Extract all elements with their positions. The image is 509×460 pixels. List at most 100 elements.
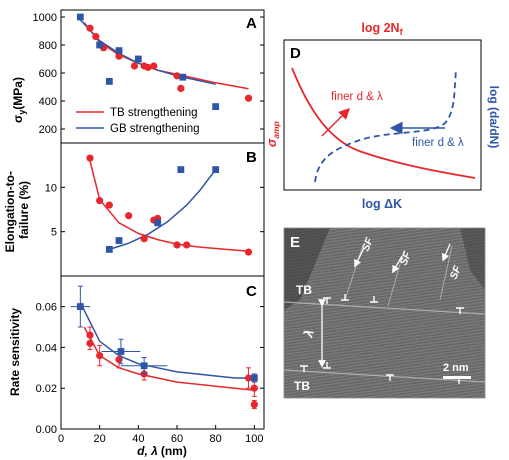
panel-c-xlabel-symbol: d, λ xyxy=(137,444,158,458)
panel-c-points xyxy=(70,285,258,410)
x-tick-label: 80 xyxy=(210,433,222,445)
panel-d-tb-annotation: finer d & λ xyxy=(331,91,383,103)
panel-b-fit-curves xyxy=(89,160,249,252)
twin-boundary-bottom xyxy=(284,369,485,383)
panel-c-ylabel: Rate sensitivity xyxy=(8,308,22,396)
fit-curve xyxy=(83,326,255,391)
panel-c-frame xyxy=(60,275,265,430)
y-tick-label: 600 xyxy=(39,68,57,80)
data-point-circle xyxy=(130,62,139,70)
panel-b-ylabel: Elongation-to- failure (%) xyxy=(3,168,31,253)
panel-d-top-label: log 2Nf xyxy=(361,21,403,37)
data-point-square xyxy=(140,362,148,370)
panel-e-letter: E xyxy=(290,234,300,251)
lambda-label: λ xyxy=(300,328,317,340)
data-point-circle xyxy=(144,63,152,71)
tb-label-bottom: TB xyxy=(294,379,310,393)
legend: TB strengthening GB strengthening xyxy=(76,107,200,135)
panel-d-top-label-main: log 2N xyxy=(361,21,399,35)
data-point-square xyxy=(76,13,84,21)
panel-d-tb-arrow xyxy=(321,108,350,137)
data-point-square xyxy=(177,166,185,173)
scale-bar-label: 2 nm xyxy=(443,362,469,374)
data-point-circle xyxy=(250,384,258,392)
panel-d-frame xyxy=(283,39,482,191)
micrograph-frame xyxy=(283,227,486,399)
legend-gb-label: GB strengthening xyxy=(110,123,200,135)
scale-bar xyxy=(443,376,471,379)
panel-a-y-ticks: 1000 800 600 400 200 xyxy=(33,12,264,136)
y-tick-label: 200 xyxy=(39,124,57,136)
data-point-square xyxy=(105,246,113,253)
panel-a-ylabel: σy(MPa) xyxy=(11,77,27,123)
y-tick-label: 1000 xyxy=(33,12,57,24)
panel-c-fit-curves xyxy=(79,302,255,391)
data-point-circle xyxy=(244,94,253,102)
panel-a-ylabel-sub: y xyxy=(17,110,27,115)
x-tick-label: 0 xyxy=(58,433,64,445)
panel-c-xlabel-unit: (nm) xyxy=(161,444,187,458)
sf-label-3: SF xyxy=(448,264,464,281)
x-tick-label: 100 xyxy=(245,433,263,445)
legend-tb-label: TB strengthening xyxy=(110,107,198,119)
data-point-square xyxy=(212,103,220,110)
panel-c-xlabel: d, λ (nm) xyxy=(137,444,187,458)
panel-a: A 1000 800 600 400 200 σy(MPa) TB strengthen… xyxy=(11,9,265,144)
panel-d-gb-curve xyxy=(314,69,457,183)
data-point-circle xyxy=(140,235,148,243)
stacking-fault-2 xyxy=(387,249,405,307)
y-tick-label: 0.02 xyxy=(36,383,57,395)
data-point-square xyxy=(105,78,113,85)
data-point-circle xyxy=(150,62,158,70)
x-tick-label: 40 xyxy=(132,433,144,445)
panel-b-y-ticks: 10 5 xyxy=(45,182,264,239)
panel-c-letter: C xyxy=(246,283,257,300)
y-tick-label: 0.04 xyxy=(36,342,57,354)
fit-curve xyxy=(79,302,255,379)
data-point-circle xyxy=(183,241,191,249)
micrograph-image xyxy=(284,228,485,398)
data-point-square xyxy=(179,73,187,81)
x-tick-label: 20 xyxy=(94,433,106,445)
twin-boundary-top xyxy=(284,301,485,315)
panel-a-ylabel-unit: (MPa) xyxy=(11,77,25,110)
panel-d-ylabel-left-sub: amp xyxy=(271,121,281,138)
fit-curve xyxy=(89,160,249,252)
panel-d: log 2Nf D finer d & λ finer d & λ σamp l… xyxy=(265,21,501,211)
data-point-square xyxy=(115,237,123,244)
data-point-circle xyxy=(115,52,123,60)
panel-a-ylabel-symbol: σ xyxy=(11,115,25,123)
data-point-square xyxy=(154,219,162,227)
panel-d-ylabel-right: log (da/dN) xyxy=(487,86,501,149)
panel-d-xlabel: log ΔK xyxy=(362,197,402,211)
data-point-circle xyxy=(177,84,185,92)
data-point-circle xyxy=(105,201,113,209)
panel-c: C 0.06 0.04 0.02 0.00 0 20 40 60 80 100 Rate sen… xyxy=(8,275,265,458)
data-point-circle xyxy=(115,356,123,364)
data-point-circle xyxy=(244,374,253,382)
panel-b-ylabel-line2: failure (%) xyxy=(17,181,31,239)
data-point-circle xyxy=(250,400,258,409)
fit-curve xyxy=(79,19,216,85)
data-point-circle xyxy=(173,72,181,80)
data-point-square xyxy=(76,303,84,310)
data-point-square xyxy=(250,374,258,382)
data-point-square xyxy=(96,41,104,49)
panel-a-fit-curves xyxy=(79,19,249,90)
data-point-circle xyxy=(92,33,100,41)
data-point-circle xyxy=(86,24,94,32)
data-point-square xyxy=(117,348,125,355)
data-point-circle xyxy=(96,351,104,360)
panel-d-ylabel-left: σamp xyxy=(265,121,281,147)
tb-label-top: TB xyxy=(296,283,312,297)
panel-b-points xyxy=(86,154,253,256)
panel-b-frame xyxy=(60,142,265,277)
panel-d-tb-curve xyxy=(291,67,476,179)
panel-b: B 10 5 Elongation-to- failure (%) xyxy=(3,142,265,277)
panel-d-top-label-sub: f xyxy=(400,27,404,37)
data-point-circle xyxy=(173,241,181,249)
data-point-square xyxy=(115,47,123,54)
data-point-circle xyxy=(86,154,94,162)
panel-b-ylabel-line1: Elongation-to- xyxy=(3,171,17,252)
